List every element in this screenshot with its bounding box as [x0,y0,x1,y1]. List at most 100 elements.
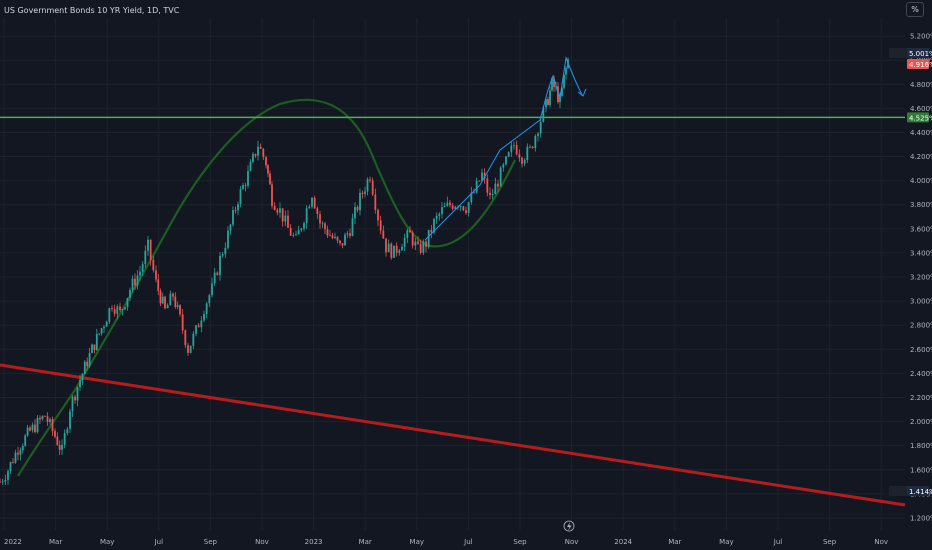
candle-body [475,180,478,193]
y-tick-label: 4.800% [910,81,932,89]
candle-body [234,210,237,211]
candle-body [176,305,179,307]
x-tick-label: May [410,538,424,546]
candle-body [121,309,124,311]
candle-body [279,208,281,213]
candle-body [547,99,549,105]
candle-body [305,208,308,224]
percent-scale-button[interactable]: % [906,2,924,17]
candle-body [351,218,354,236]
candle-body [319,214,321,224]
candle-body [491,194,494,196]
y-tick-label: 3.600% [910,225,932,233]
candle-body [44,415,46,417]
candle-body [427,229,430,247]
candle-body [29,427,31,431]
candle-body [254,153,257,156]
candle-body [341,243,344,246]
candle-body [247,170,249,186]
trend-line [0,363,906,507]
candle-body [515,144,518,155]
candle-body [385,238,387,253]
x-tick-label: Jul [463,538,473,546]
candle-body [91,344,93,353]
candle-body [356,207,359,211]
candle-body [219,255,221,275]
current-price-tag-value: 4.916% [909,61,932,69]
candle-body [63,433,66,445]
candle-body [531,146,534,148]
candle-body [539,121,542,134]
candle-body [303,223,305,229]
candle-body [273,205,276,210]
candle-body [227,230,229,248]
candle-body [366,179,369,192]
candle-body [451,205,454,210]
candle-body [292,234,295,236]
candle-body [159,290,162,304]
candle-body [224,247,227,255]
candle-body [119,306,121,311]
candle-body [379,220,382,231]
current-price-tag-bg [907,59,929,69]
candle-body [387,243,390,253]
candle-body [131,278,134,290]
time-axis[interactable]: 2022 Mar May Jul Sep Nov 2023 Mar May Jul Sep Nov 20… [4,538,888,546]
candle-body [295,234,297,236]
candle-body [422,241,425,253]
candle-body [395,245,398,253]
candle-body [54,430,56,437]
price-axis[interactable]: 1.200%1.400%1.600%1.800%2.000%2.200%2.40… [910,33,932,523]
support-tag-value: 4.525% [909,114,932,122]
y-tick-label: 3.200% [910,274,932,282]
candle-body [49,419,51,422]
x-tick-label: Jul [773,538,783,546]
candle-body [24,435,27,446]
y-tick-label: 4.000% [910,177,932,185]
y-tick-label: 2.400% [910,370,932,378]
candle-body [336,236,339,241]
candle-body [521,157,523,164]
candle-body [98,333,101,335]
candle-body [166,305,169,309]
candle-body [409,230,411,233]
candle-body [534,135,537,148]
candle-body [324,223,326,230]
candle-body [152,259,155,271]
candlestick-series [0,57,569,486]
candle-body [267,165,269,174]
candle-body [100,328,103,334]
candle-body [507,152,510,157]
candle-body [66,428,69,434]
candle-body [252,153,254,162]
x-tick-label: 2023 [305,538,323,546]
candle-body [390,243,393,258]
candle-body [86,361,89,367]
y-tick-label: 3.400% [910,249,932,257]
candle-body [401,246,403,251]
candle-body [313,197,316,209]
candle-body [103,326,105,329]
candle-body [88,352,91,367]
candle-body [129,289,131,298]
candle-body [561,87,563,97]
candle-body [287,215,289,228]
candle-body [494,183,497,195]
x-tick-label: Sep [823,538,837,546]
candle-body [361,192,364,194]
candle-body [334,236,336,238]
lightning-icon[interactable] [563,520,575,532]
high-tag-bg [907,48,929,58]
low-tag-value: 1.414% [909,488,932,496]
candle-body [81,373,84,381]
support-tag-bg [907,112,929,123]
candle-body [172,293,174,297]
candle-body [300,228,303,231]
x-tick-label: Mar [668,538,681,546]
candle-body [189,345,192,353]
candle-body [441,207,443,214]
candle-body [502,164,505,168]
candle-body [205,303,208,314]
candle-body [549,90,551,105]
